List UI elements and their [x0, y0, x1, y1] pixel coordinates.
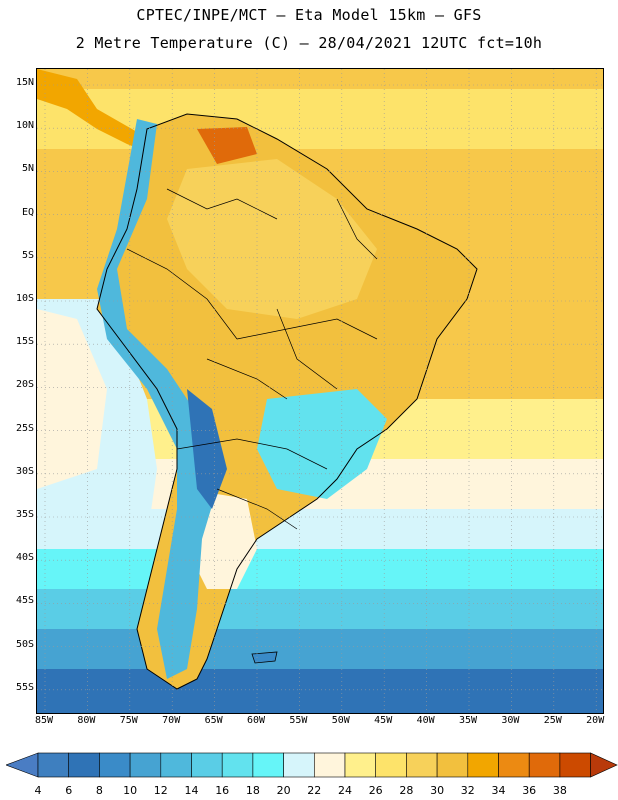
lat-label: 35S: [15, 509, 34, 520]
colorbar-segment: [344, 752, 377, 778]
ocean-band-colder: [37, 629, 603, 669]
lon-label: 25W: [543, 715, 562, 726]
colorbar-high-cap: [590, 752, 618, 778]
lon-label: 60W: [246, 715, 266, 726]
temperature-field: [37, 69, 603, 713]
colorbar-tick-label: 28: [399, 784, 414, 797]
lon-label: 50W: [331, 715, 350, 726]
pacific-warm-water: [37, 309, 107, 489]
ocean-band-cool: [37, 549, 603, 589]
colorbar-tick-label: 24: [338, 784, 352, 797]
lon-label: 35W: [458, 715, 478, 726]
colorbar-tick-label: 20: [276, 784, 291, 797]
graticule: [37, 69, 603, 713]
lon-label: 40W: [416, 715, 435, 726]
colorbar-tick-label: 32: [460, 784, 475, 797]
colorbar-tick-label: 8: [95, 784, 103, 797]
lat-label: 5S: [21, 249, 34, 261]
colorbar-segment: [313, 752, 346, 778]
colorbar-segment: [375, 752, 407, 778]
colorbar-tick-label: 36: [522, 784, 537, 797]
colorbar-tick-label: 10: [123, 784, 138, 797]
colorbar-segment: [436, 752, 469, 778]
colorbar-segment: [498, 752, 530, 778]
colorbar-segment: [99, 752, 131, 778]
colorbar-segment: [283, 752, 315, 778]
lat-label: 40S: [15, 552, 34, 564]
colorbar-tick-label: 4: [34, 784, 42, 797]
lat-label: 15N: [15, 77, 34, 88]
amazon-interior: [167, 159, 377, 319]
colorbar-tick-label: 16: [215, 784, 230, 797]
colorbar-segment: [528, 752, 561, 778]
country-borders: [126, 188, 378, 530]
central-america: [37, 69, 157, 154]
colorbar: [6, 752, 618, 778]
venezuela-hot-spot: [197, 127, 257, 164]
colorbar-tick-label: 6: [65, 784, 73, 797]
colorbar-tick-label: 30: [430, 784, 445, 797]
lon-label: 55W: [289, 715, 308, 726]
colorbar-segment: [252, 752, 284, 778]
lat-label: 15S: [15, 336, 34, 348]
lon-label: 80W: [77, 715, 96, 726]
lon-label: 70W: [162, 715, 181, 726]
colorbar-segment: [559, 752, 591, 778]
colorbar-tick-label: 26: [368, 784, 383, 797]
andes-cold-strip: [97, 119, 217, 679]
lat-label: 20S: [15, 379, 34, 391]
lon-label: 30W: [501, 715, 520, 726]
colorbar-tick-label: 34: [491, 784, 506, 797]
lat-label: 10N: [15, 120, 34, 132]
colorbar-low-cap: [6, 752, 39, 778]
colorbar-segment: [160, 752, 192, 778]
lon-label: 45W: [374, 715, 393, 726]
lat-label: 50S: [15, 638, 34, 650]
lat-label: 25S: [15, 422, 34, 434]
temperature-map: [36, 68, 604, 714]
southern-brazil-cool: [257, 389, 387, 499]
falkland-islands: [251, 651, 278, 664]
colorbar-tick-label: 14: [184, 784, 199, 797]
colorbar-segment: [37, 752, 70, 778]
colorbar-tick-label: 12: [153, 784, 168, 797]
colorbar-tick-label: 18: [245, 784, 260, 797]
colorbar-segment: [129, 752, 162, 778]
colorbar-tick-label: 22: [307, 784, 322, 797]
ocean-band-coldest: [37, 669, 603, 713]
map-subtitle: 2 Metre Temperature (C) – 28/04/2021 12U…: [75, 34, 543, 52]
andes-coldest-core: [187, 389, 227, 509]
lat-label: 45S: [15, 595, 34, 607]
coastline: [96, 113, 478, 690]
colorbar-segment: [68, 752, 100, 778]
colorbar-segment: [221, 752, 254, 778]
lon-label: 85W: [34, 715, 54, 726]
lat-label: EQ: [21, 206, 34, 218]
colorbar-tick-label: 38: [552, 784, 567, 797]
lon-label: 20W: [586, 715, 605, 726]
lat-label: 5N: [21, 163, 34, 175]
lon-label: 65W: [204, 715, 223, 726]
lat-label: 55S: [15, 681, 34, 693]
lon-label: 75W: [119, 715, 138, 726]
colorbar-segment: [406, 752, 438, 778]
colorbar-segment: [467, 752, 499, 778]
lat-label: 30S: [15, 465, 34, 477]
lat-label: 10S: [15, 293, 34, 304]
colorbar-segment: [191, 752, 223, 778]
map-title: CPTEC/INPE/MCT – Eta Model 15km – GFS: [136, 6, 482, 24]
ocean-band-cold: [37, 589, 603, 629]
